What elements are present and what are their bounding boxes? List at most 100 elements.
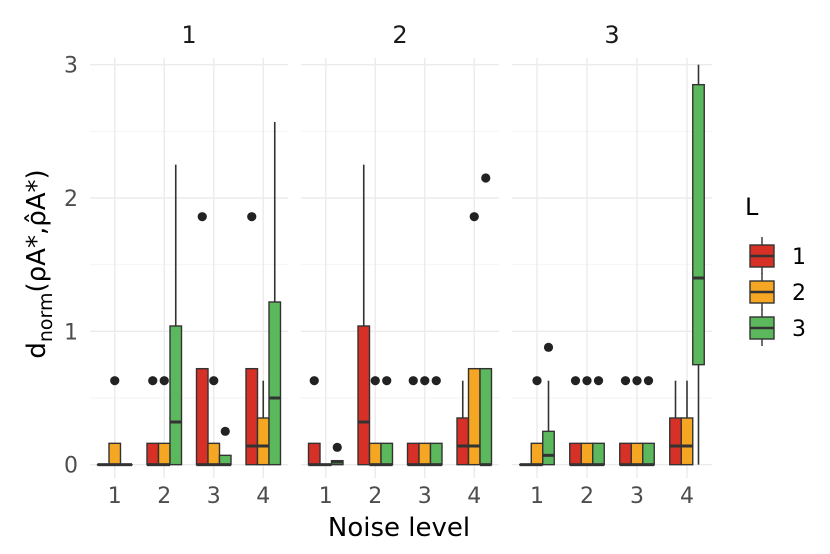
outlier-point <box>431 376 441 386</box>
box-iqr <box>542 430 555 466</box>
y-axis-title-args: (ρA*,ρ̂A*) <box>22 169 52 292</box>
outlier-point <box>408 376 418 386</box>
outlier-point <box>197 212 207 222</box>
box-iqr <box>479 367 493 466</box>
box-iqr <box>530 442 544 466</box>
box-iqr <box>146 442 160 466</box>
box-L1 <box>245 212 259 466</box>
box-iqr <box>380 442 394 466</box>
legend-item-L3: 3 <box>749 309 806 346</box>
outlier-point <box>532 376 542 386</box>
x-tick-label: 3 <box>207 484 221 509</box>
legend-label: 1 <box>792 245 806 270</box>
box-iqr <box>669 417 682 466</box>
x-tick-label: 3 <box>418 484 432 509</box>
facet-panels <box>90 58 712 478</box>
box-L1 <box>619 376 632 467</box>
x-tick-label: 3 <box>630 484 644 509</box>
box-iqr <box>207 442 221 466</box>
box-L3 <box>218 426 232 467</box>
box-iqr <box>569 442 582 466</box>
outlier-point <box>570 376 581 386</box>
box-iqr <box>256 417 270 466</box>
box-L2 <box>680 380 694 466</box>
outlier-point <box>159 376 169 386</box>
box-iqr <box>307 442 321 466</box>
x-tick-label: 4 <box>680 484 694 509</box>
box-iqr <box>680 417 694 466</box>
box-iqr <box>692 83 705 366</box>
box-iqr <box>406 442 420 466</box>
facet-label: 1 <box>181 21 196 49</box>
y-axis-title-main: d <box>22 342 52 359</box>
outlier-point <box>370 376 380 386</box>
box-L3 <box>380 376 394 467</box>
x-tick-label: 2 <box>157 484 171 509</box>
outlier-point <box>220 426 230 436</box>
box-L1 <box>406 376 420 467</box>
y-tick-label: 2 <box>64 187 78 212</box>
box-iqr <box>642 442 655 466</box>
box-L3 <box>169 164 183 466</box>
legend: L 1 2 3 <box>745 193 806 346</box>
box-L1 <box>456 380 470 466</box>
outlier-point <box>643 376 654 386</box>
box-iqr <box>467 367 481 466</box>
box-L1 <box>569 376 582 467</box>
legend-title: L <box>745 193 759 221</box>
y-tick-label: 1 <box>64 320 78 345</box>
outlier-point <box>332 442 342 452</box>
panel-grid <box>512 58 712 478</box>
box-L3 <box>542 342 555 466</box>
x-tick-label: 2 <box>368 484 382 509</box>
y-tick-label: 0 <box>64 454 78 479</box>
outlier-point <box>110 376 120 386</box>
x-tick-label: 2 <box>580 484 594 509</box>
outlier-point <box>620 376 631 386</box>
box-L2 <box>256 380 270 466</box>
outlier-point <box>209 376 219 386</box>
box-L3 <box>692 64 705 465</box>
legend-label: 3 <box>792 317 806 342</box>
box-iqr <box>580 442 594 466</box>
box-iqr <box>268 301 282 466</box>
box-iqr <box>195 367 209 466</box>
box-L3 <box>330 442 344 466</box>
y-axis: 0 1 2 3 <box>64 54 78 479</box>
box-marks <box>96 64 705 467</box>
outlier-point <box>309 376 319 386</box>
box-L3 <box>592 376 605 467</box>
box-L2 <box>108 376 122 467</box>
box-L3 <box>642 376 655 467</box>
facet-label: 2 <box>392 21 407 49</box>
outlier-point <box>582 376 592 386</box>
box-iqr <box>108 442 122 466</box>
x-tick-label: 4 <box>467 484 481 509</box>
box-iqr <box>357 325 371 466</box>
box-L3 <box>479 173 493 467</box>
box-L1 <box>146 376 160 467</box>
outlier-point <box>148 376 158 386</box>
x-tick-label: 1 <box>530 484 544 509</box>
box-iqr <box>592 442 605 466</box>
outlier-point <box>469 212 479 222</box>
box-iqr <box>456 417 470 466</box>
box-iqr <box>157 442 171 466</box>
facet-label: 3 <box>604 21 619 49</box>
box-iqr <box>418 442 432 466</box>
box-L1 <box>669 380 682 466</box>
box-iqr <box>245 367 259 466</box>
y-axis-title-sub: norm <box>35 292 57 342</box>
box-L3 <box>429 376 443 467</box>
panel-grid <box>90 58 288 478</box>
outlier-point <box>481 173 491 183</box>
x-axis-title: Noise level <box>328 513 470 543</box>
legend-item-L1: 1 <box>749 237 806 274</box>
box-L3 <box>268 122 282 466</box>
box-L1 <box>195 212 209 467</box>
box-L1 <box>357 164 371 466</box>
box-iqr <box>368 442 382 466</box>
svg-text:dnorm(ρA*,ρ̂A*): dnorm(ρA*,ρ̂A*) <box>22 169 57 358</box>
box-L1 <box>307 376 321 467</box>
